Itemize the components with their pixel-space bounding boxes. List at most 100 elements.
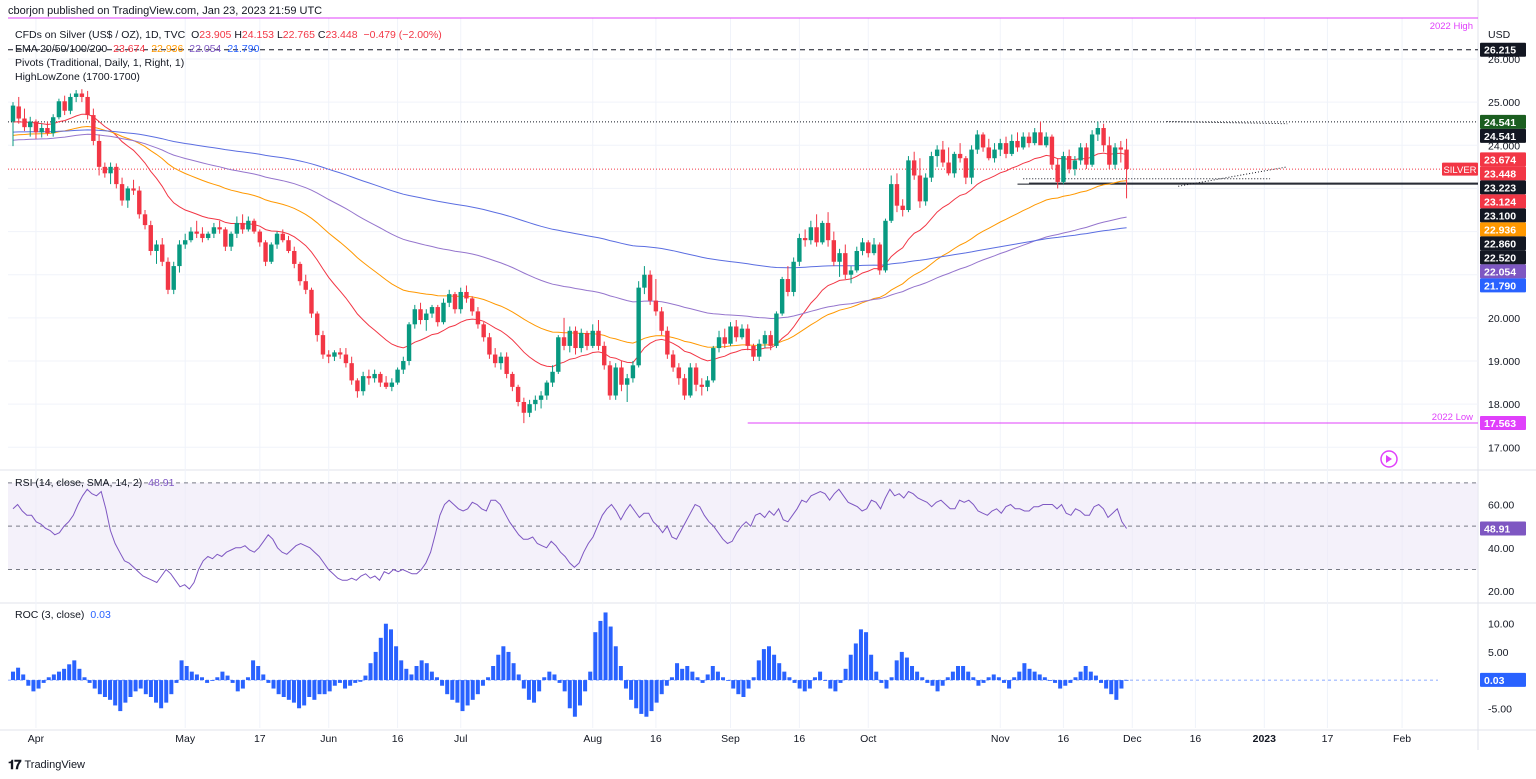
candle[interactable] bbox=[837, 248, 842, 277]
candle[interactable] bbox=[642, 266, 647, 295]
candle[interactable] bbox=[418, 302, 423, 325]
candle[interactable] bbox=[1038, 121, 1043, 146]
candle[interactable] bbox=[28, 116, 33, 137]
candle[interactable] bbox=[366, 369, 372, 385]
candle[interactable] bbox=[682, 373, 687, 400]
candle[interactable] bbox=[154, 240, 159, 264]
candle[interactable] bbox=[286, 235, 291, 254]
candle[interactable] bbox=[1107, 136, 1112, 170]
candle[interactable] bbox=[986, 138, 991, 161]
candle[interactable] bbox=[79, 89, 85, 103]
candle[interactable] bbox=[447, 289, 452, 308]
candle[interactable] bbox=[137, 186, 142, 219]
candle[interactable] bbox=[1072, 156, 1078, 176]
candle[interactable] bbox=[975, 130, 980, 154]
candle[interactable] bbox=[240, 214, 245, 234]
candle[interactable] bbox=[969, 145, 974, 185]
candle[interactable] bbox=[624, 373, 630, 402]
candle[interactable] bbox=[91, 108, 96, 146]
candle[interactable] bbox=[774, 311, 779, 349]
candle[interactable] bbox=[871, 238, 877, 256]
candle[interactable] bbox=[711, 345, 716, 383]
candle[interactable] bbox=[544, 380, 550, 400]
candle[interactable] bbox=[533, 395, 538, 411]
candle[interactable] bbox=[797, 233, 802, 267]
candle[interactable] bbox=[183, 233, 188, 249]
candle[interactable] bbox=[883, 218, 888, 273]
candle[interactable] bbox=[1055, 158, 1060, 189]
candle[interactable] bbox=[630, 361, 636, 383]
candle[interactable] bbox=[860, 238, 865, 256]
candle[interactable] bbox=[464, 285, 469, 303]
candle[interactable] bbox=[584, 330, 590, 351]
candle[interactable] bbox=[332, 350, 337, 362]
candle[interactable] bbox=[148, 220, 153, 256]
candle[interactable] bbox=[355, 378, 360, 398]
candle[interactable] bbox=[527, 399, 532, 418]
candle[interactable] bbox=[659, 307, 664, 336]
candle[interactable] bbox=[917, 158, 923, 208]
candle[interactable] bbox=[510, 371, 515, 392]
candle[interactable] bbox=[573, 326, 578, 355]
candle[interactable] bbox=[165, 257, 171, 295]
candle[interactable] bbox=[716, 330, 722, 353]
candle[interactable] bbox=[452, 291, 458, 314]
candle[interactable] bbox=[1049, 134, 1055, 170]
candle[interactable] bbox=[200, 227, 205, 243]
candle[interactable] bbox=[877, 242, 882, 275]
candle[interactable] bbox=[458, 287, 463, 314]
candle[interactable] bbox=[1084, 143, 1089, 170]
candle[interactable] bbox=[739, 324, 745, 340]
candle[interactable] bbox=[762, 330, 768, 349]
candle[interactable] bbox=[1026, 132, 1032, 148]
candle[interactable] bbox=[85, 90, 90, 120]
candle[interactable] bbox=[131, 179, 136, 195]
candle[interactable] bbox=[56, 98, 62, 120]
candle[interactable] bbox=[188, 227, 194, 243]
candle[interactable] bbox=[257, 229, 263, 247]
tradingview-logo[interactable]: 𝟏𝟕 TradingView bbox=[8, 757, 85, 773]
candle[interactable] bbox=[980, 132, 986, 152]
candle[interactable] bbox=[504, 352, 509, 379]
candle[interactable] bbox=[688, 363, 693, 398]
candle[interactable] bbox=[785, 266, 791, 297]
candle[interactable] bbox=[62, 95, 67, 116]
candle[interactable] bbox=[745, 324, 750, 351]
candle[interactable] bbox=[831, 231, 837, 267]
candle[interactable] bbox=[613, 363, 618, 400]
candle[interactable] bbox=[1003, 136, 1009, 159]
candle[interactable] bbox=[653, 279, 659, 316]
candle[interactable] bbox=[751, 343, 756, 362]
candle[interactable] bbox=[337, 348, 343, 359]
candle[interactable] bbox=[607, 361, 613, 400]
candle[interactable] bbox=[177, 240, 182, 273]
candle[interactable] bbox=[1061, 151, 1066, 185]
candle[interactable] bbox=[647, 270, 653, 305]
candle[interactable] bbox=[125, 186, 130, 208]
candle[interactable] bbox=[911, 151, 917, 180]
candle[interactable] bbox=[360, 371, 366, 396]
candle[interactable] bbox=[498, 352, 504, 370]
candle[interactable] bbox=[309, 287, 314, 318]
candle[interactable] bbox=[228, 231, 234, 251]
candle[interactable] bbox=[108, 162, 113, 185]
candle[interactable] bbox=[602, 341, 607, 370]
candle[interactable] bbox=[1015, 132, 1020, 152]
candle[interactable] bbox=[1124, 138, 1129, 199]
candle[interactable] bbox=[315, 311, 320, 342]
candle[interactable] bbox=[998, 138, 1003, 157]
candle[interactable] bbox=[992, 143, 997, 163]
candle[interactable] bbox=[848, 266, 854, 284]
candle[interactable] bbox=[636, 281, 641, 368]
candle[interactable] bbox=[538, 391, 544, 409]
candle[interactable] bbox=[119, 177, 125, 206]
candle[interactable] bbox=[1095, 121, 1101, 141]
candle[interactable] bbox=[223, 227, 228, 251]
candle[interactable] bbox=[481, 322, 486, 342]
candle[interactable] bbox=[693, 363, 699, 392]
candle[interactable] bbox=[475, 307, 481, 329]
candle[interactable] bbox=[923, 173, 928, 206]
candle[interactable] bbox=[389, 378, 395, 392]
candle[interactable] bbox=[946, 147, 951, 176]
candle[interactable] bbox=[1112, 143, 1118, 170]
